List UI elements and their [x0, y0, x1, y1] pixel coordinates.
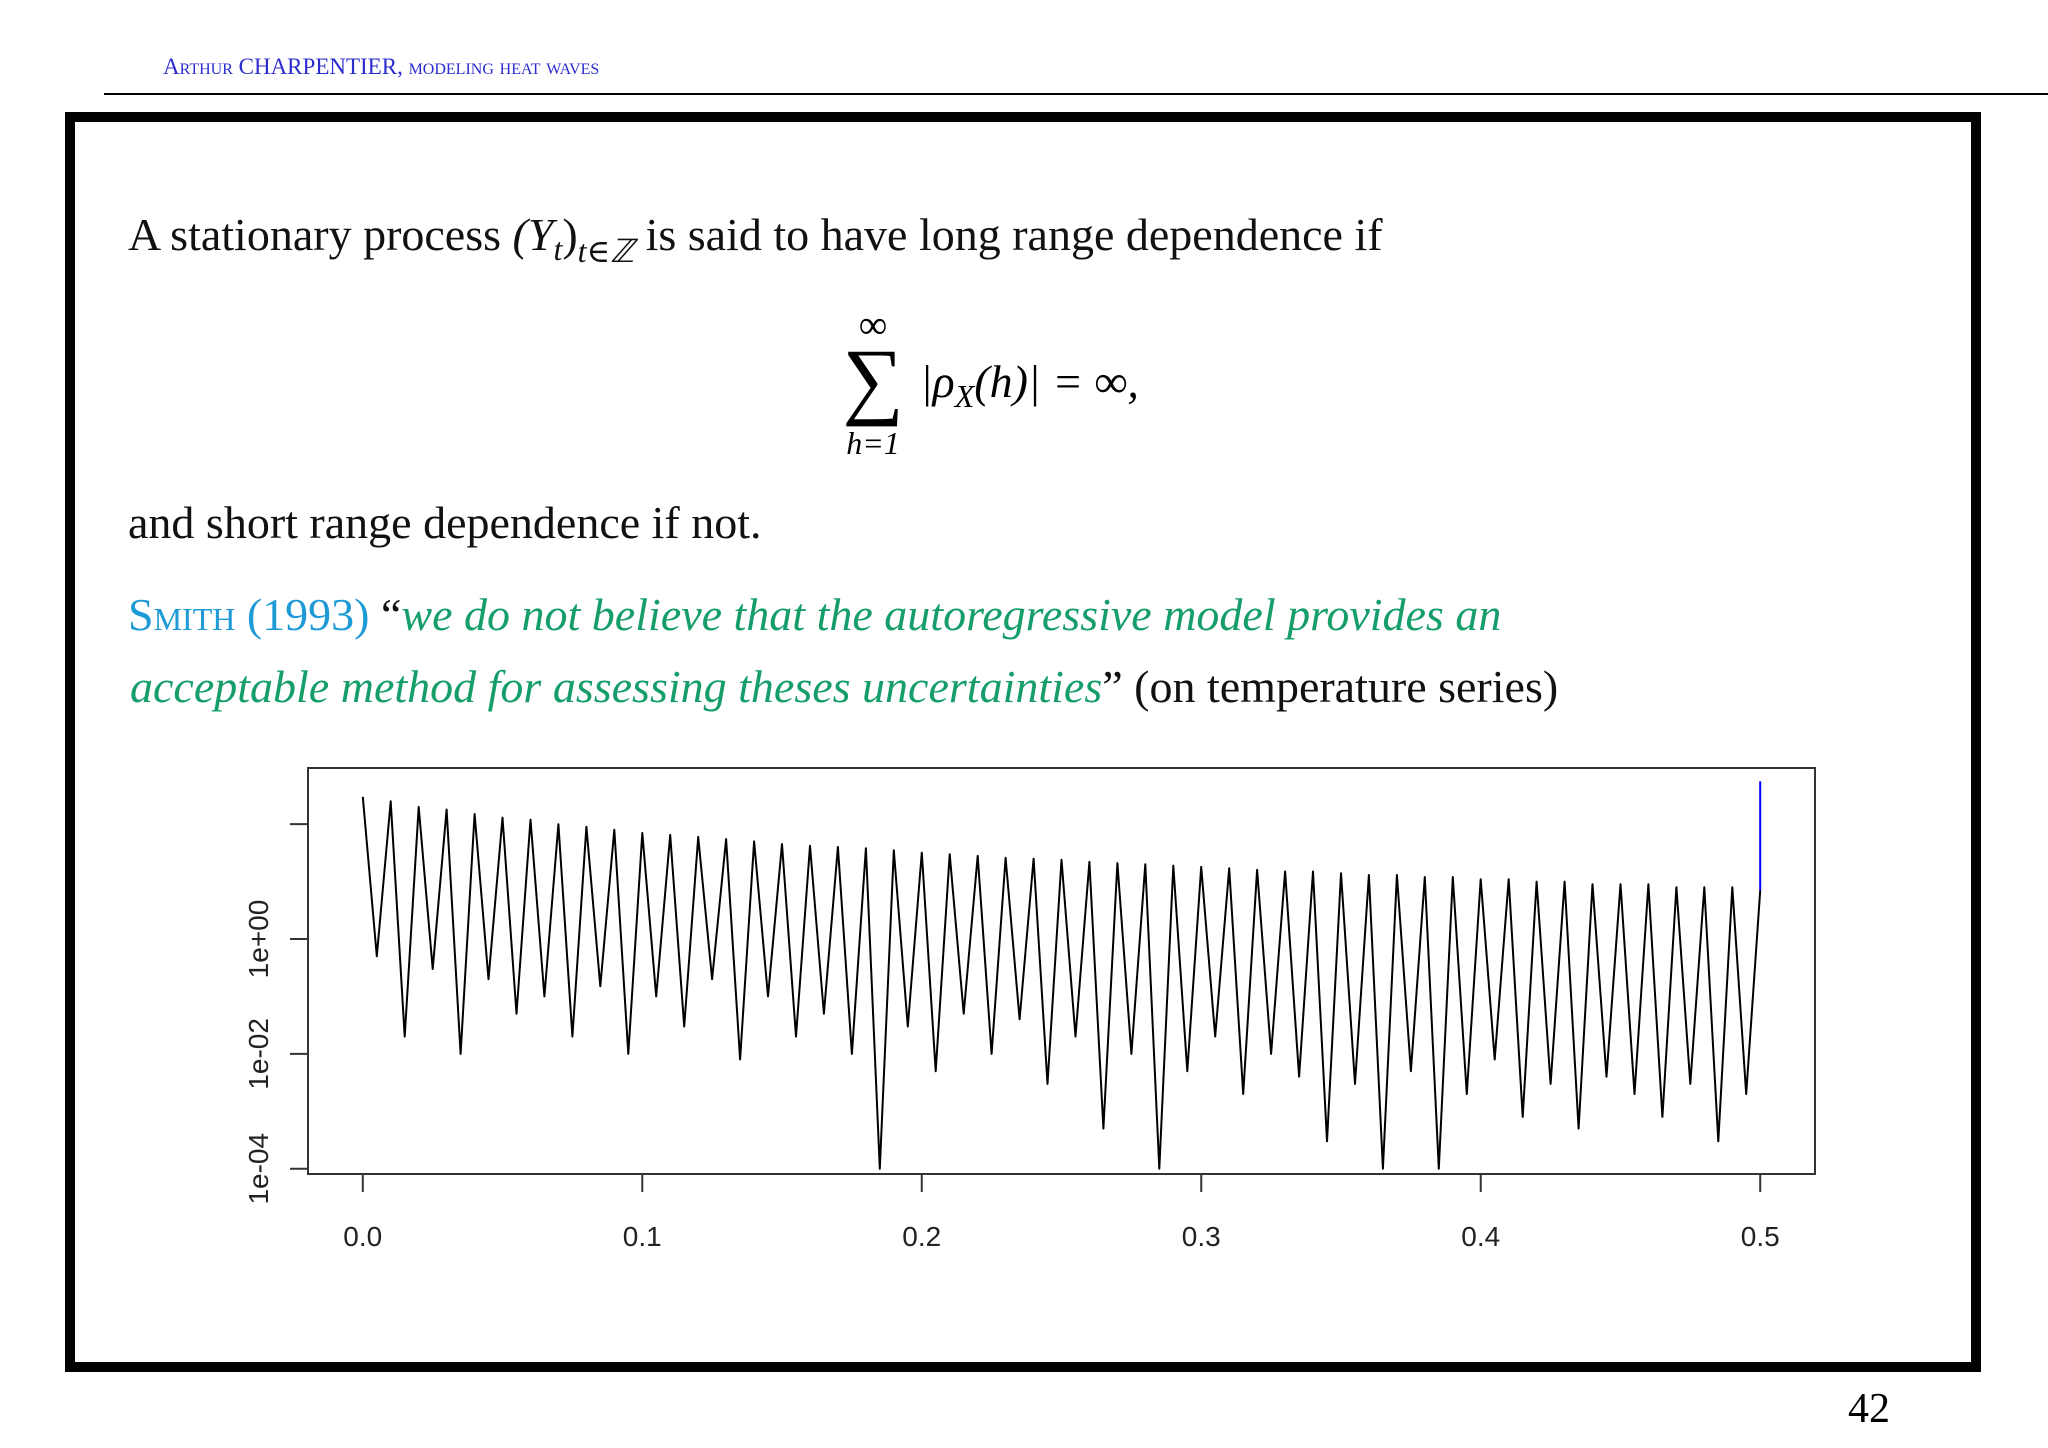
- quote: we do not believe that the autoregressiv…: [401, 589, 1501, 640]
- x-tick-label: 0.1: [623, 1221, 662, 1252]
- conclusion: and short range dependence if not.: [128, 497, 762, 548]
- citation-line1: Smith (1993) “we do not believe that the…: [128, 589, 1501, 640]
- text: ” (on temperature series): [1102, 661, 1558, 712]
- equation-term: |ρX(h)| = ∞,: [920, 356, 1139, 414]
- periodogram: 1e-04 1e-02 1e+00 0.0 0.1 0.2 0.3 0.4 0.5: [243, 767, 1816, 1252]
- x-tick-label: 0.5: [1741, 1221, 1780, 1252]
- x-tick-label: 0.3: [1182, 1221, 1221, 1252]
- y-tick-label: 1e-04: [243, 1133, 274, 1205]
- x-tick-label: 0.4: [1461, 1221, 1500, 1252]
- math: ): [562, 209, 577, 260]
- math: |ρ: [920, 356, 955, 407]
- math: (Y: [513, 209, 558, 260]
- sum-sign: ∑: [842, 331, 903, 427]
- quote-mark: “: [370, 589, 402, 640]
- plot-box: [307, 767, 1816, 1175]
- math-sub: t∈ℤ: [578, 233, 639, 269]
- frame: [65, 112, 1981, 1372]
- x-tick-label: 0.0: [343, 1221, 382, 1252]
- sum-upper: ∞: [859, 302, 888, 347]
- definition: A stationary process (Yt)t∈ℤ is said to …: [128, 209, 1383, 269]
- citation-line2: acceptable method for assessing theses u…: [130, 661, 1558, 712]
- y-tick-label: 1e-02: [243, 1018, 274, 1090]
- cite-author: Smith (1993): [128, 589, 370, 640]
- page-number: 42: [1848, 1386, 1890, 1432]
- header-title: Arthur CHARPENTIER, modeling heat waves: [163, 54, 599, 79]
- x-tick-label: 0.2: [902, 1221, 941, 1252]
- math-sub: X: [953, 378, 976, 414]
- quote: acceptable method for assessing theses u…: [130, 661, 1102, 712]
- math-sub: t: [553, 231, 563, 267]
- math: (h)| = ∞,: [974, 356, 1139, 407]
- y-tick-label: 1e+00: [243, 900, 274, 979]
- text: A stationary process: [128, 209, 513, 260]
- series-line: [361, 796, 1762, 1170]
- text: is said to have long range dependence if: [634, 209, 1383, 260]
- sum-lower: h=1: [846, 425, 900, 461]
